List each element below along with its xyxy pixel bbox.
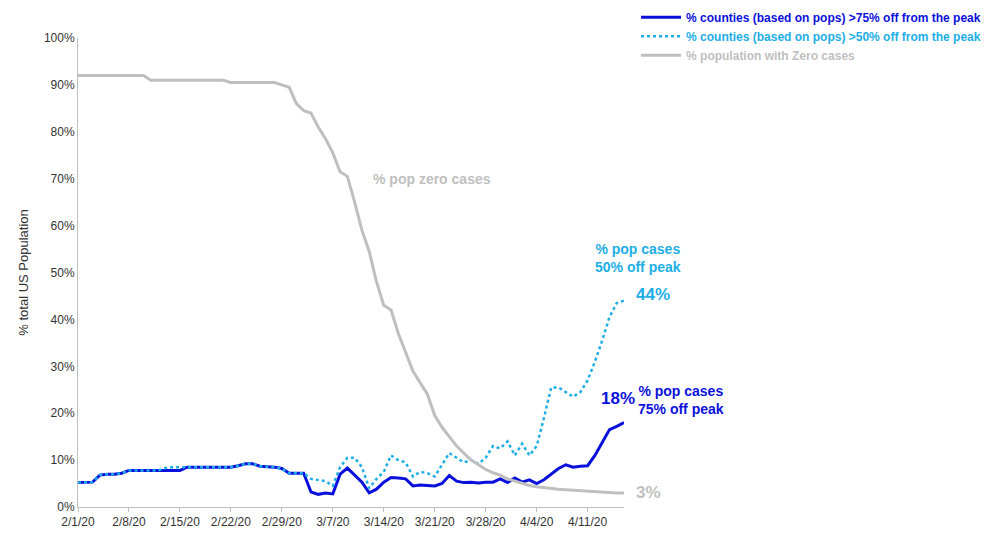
svg-text:20%: 20% [51,406,75,420]
svg-text:3%: 3% [636,483,661,502]
svg-text:80%: 80% [51,125,75,139]
svg-text:70%: 70% [51,172,75,186]
svg-text:3/21/20: 3/21/20 [415,515,455,529]
svg-text:% counties (based on pops) >75: % counties (based on pops) >75% off from… [686,11,981,25]
svg-text:100%: 100% [44,31,75,45]
svg-text:% pop cases75% off peak: % pop cases75% off peak [638,383,724,417]
svg-text:2/22/20: 2/22/20 [211,515,251,529]
svg-text:2/1/20: 2/1/20 [61,515,95,529]
svg-text:3/14/20: 3/14/20 [364,515,404,529]
svg-text:2/15/20: 2/15/20 [160,515,200,529]
svg-text:% pop cases50% off peak: % pop cases50% off peak [595,241,681,275]
svg-text:% population with Zero cases: % population with Zero cases [686,49,855,63]
svg-text:% counties (based on pops) >50: % counties (based on pops) >50% off from… [686,30,981,44]
svg-text:4/11/20: 4/11/20 [568,515,607,529]
svg-text:10%: 10% [51,453,75,467]
svg-text:4/4/20: 4/4/20 [520,515,554,529]
svg-text:50%: 50% [51,266,75,280]
svg-text:2/8/20: 2/8/20 [112,515,146,529]
svg-text:18%: 18% [601,389,635,408]
svg-text:3/28/20: 3/28/20 [466,515,506,529]
svg-text:% total US Population: % total US Population [16,209,31,335]
svg-text:30%: 30% [51,360,75,374]
svg-text:60%: 60% [51,219,75,233]
svg-text:0%: 0% [57,500,75,514]
svg-text:44%: 44% [636,285,670,304]
svg-text:2/29/20: 2/29/20 [262,515,302,529]
svg-text:90%: 90% [51,78,75,92]
svg-text:% pop zero cases: % pop zero cases [373,171,491,187]
svg-text:3/7/20: 3/7/20 [316,515,350,529]
svg-text:40%: 40% [51,313,75,327]
